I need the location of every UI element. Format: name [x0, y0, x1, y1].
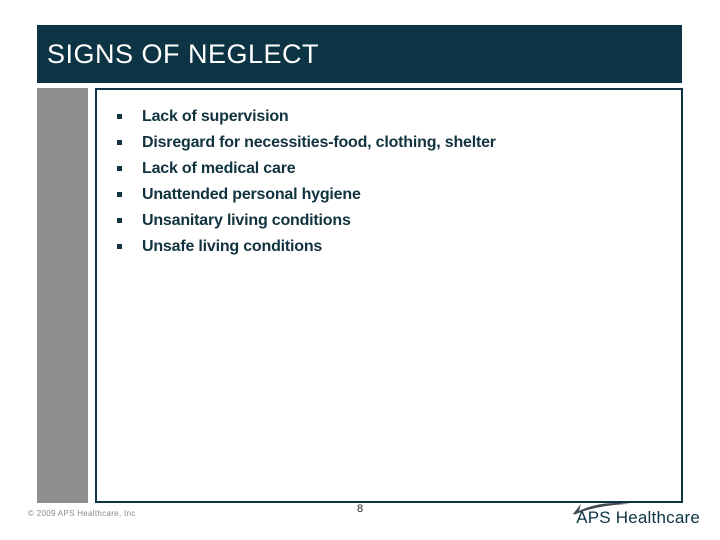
bullet-square-icon [117, 140, 122, 145]
list-item: Lack of medical care [117, 156, 673, 182]
bullet-square-icon [117, 192, 122, 197]
list-item: Unattended personal hygiene [117, 182, 673, 208]
bullet-list: Lack of supervision Disregard for necess… [97, 90, 681, 260]
aps-healthcare-logo: APS Healthcare [573, 503, 700, 532]
logo-text: APS Healthcare [576, 508, 700, 527]
list-item-text: Lack of medical care [142, 160, 296, 177]
bullet-square-icon [117, 218, 122, 223]
list-item: Unsafe living conditions [117, 234, 673, 260]
list-item: Disregard for necessities-food, clothing… [117, 130, 673, 156]
left-accent-bar [37, 88, 88, 503]
list-item-text: Lack of supervision [142, 108, 289, 125]
copyright-text: © 2009 APS Healthcare, Inc [28, 509, 136, 518]
list-item-text: Disregard for necessities-food, clothing… [142, 134, 496, 151]
page-title: SIGNS OF NEGLECT [47, 38, 320, 69]
page-number: 8 [356, 503, 364, 515]
bullet-square-icon [117, 166, 122, 171]
list-item: Lack of supervision [117, 104, 673, 130]
list-item-text: Unsafe living conditions [142, 238, 323, 255]
list-item-text: Unattended personal hygiene [142, 186, 361, 203]
bullet-square-icon [117, 114, 122, 119]
list-item: Unsanitary living conditions [117, 208, 673, 234]
list-item-text: Unsanitary living conditions [142, 212, 351, 229]
content-panel: Lack of supervision Disregard for necess… [95, 88, 683, 503]
slide-title-bar: SIGNS OF NEGLECT [37, 25, 682, 83]
bullet-square-icon [117, 244, 122, 249]
